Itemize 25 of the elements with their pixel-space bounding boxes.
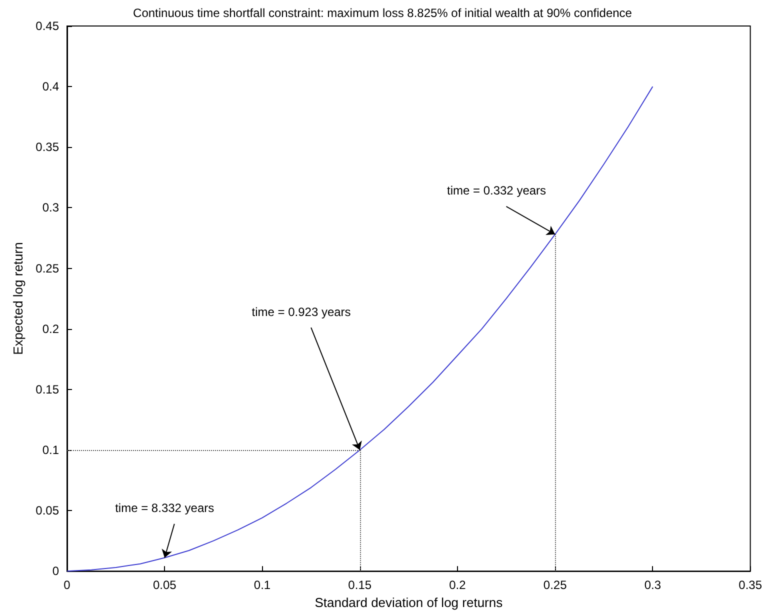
y-tick-label: 0.45: [36, 19, 60, 33]
annotation: time = 0.332 years: [446, 184, 546, 198]
y-tick-label: 0.25: [36, 261, 60, 276]
y-tick-label: 0: [52, 564, 60, 578]
x-tick-label: 0: [64, 578, 71, 592]
y-tick-label: 0.2: [42, 322, 60, 336]
y-tick-label: 0.05: [36, 504, 60, 518]
y-axis-title: Expected log return: [10, 242, 26, 355]
chart-title: Continuous time shortfall constraint: maximum loss 8.825% of initial wealth at 90% confidence: [133, 6, 632, 20]
y-tick-label: 0.3: [42, 200, 60, 215]
annotation: time = 8.332 years: [115, 501, 214, 516]
annotation: time = 0.923 years: [252, 304, 351, 319]
y-tick-label: 0.4: [42, 80, 60, 94]
y-tick-label: 0.15: [36, 382, 60, 396]
x-tick-label: 0.3: [644, 578, 662, 592]
y-tick-label: 0.35: [36, 140, 60, 154]
y-tick-label: 0.1: [42, 442, 60, 457]
line-series: [66, 86, 654, 572]
x-tick-label: 0.15: [348, 578, 372, 592]
x-tick-label: 0.2: [449, 578, 466, 592]
x-tick-label: 0.35: [738, 578, 762, 592]
x-tick-label: 0.25: [543, 578, 568, 592]
x-axis-title: Standard deviation of log returns: [314, 595, 504, 610]
x-tick-label: 0.05: [152, 578, 177, 592]
x-tick-label: 0.1: [254, 578, 271, 592]
